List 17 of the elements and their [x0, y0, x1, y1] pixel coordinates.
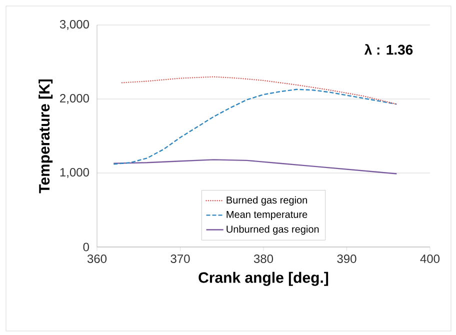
- x-tick-label: 370: [170, 254, 190, 264]
- x-tick-label: 380: [254, 254, 274, 264]
- x-axis-title: Crank angle [deg.]: [198, 272, 328, 286]
- line-series: [121, 76, 398, 105]
- line-series: [113, 88, 398, 165]
- y-axis-title: Temperature [K]: [38, 79, 53, 194]
- y-tick-label: 0: [83, 242, 90, 252]
- y-tick-label: 3,000: [60, 20, 90, 30]
- x-tick-label: 390: [337, 254, 356, 264]
- y-tick-label: 1,000: [60, 168, 90, 178]
- annotation: λ : 1.36: [364, 44, 413, 55]
- legend-label: Mean temperature: [226, 211, 308, 220]
- x-tick-label: 360: [87, 254, 107, 264]
- legend-label: Burned gas region: [226, 196, 307, 206]
- y-tick-label: 2,000: [60, 94, 90, 104]
- x-tick-label: 400: [420, 254, 440, 264]
- legend-label: Unburned gas region: [226, 225, 319, 235]
